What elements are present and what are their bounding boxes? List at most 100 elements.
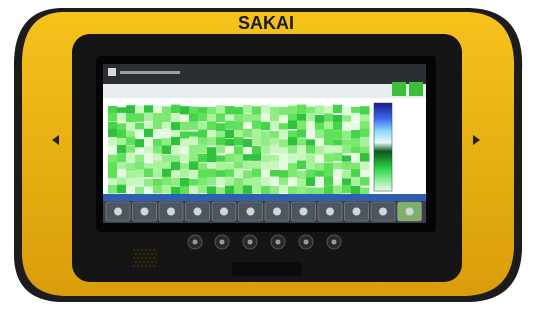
- toolbar-icon: [326, 208, 334, 216]
- compaction-mosaic: [108, 105, 370, 196]
- mosaic-cell: [216, 105, 226, 114]
- mosaic-cell: [333, 145, 343, 154]
- toolbar-icon: [406, 208, 414, 216]
- mosaic-cell: [297, 121, 307, 129]
- mosaic-cell: [333, 105, 343, 114]
- mosaic-cell: [189, 113, 199, 122]
- mosaic-cell: [198, 130, 208, 139]
- mosaic-cell: [306, 145, 316, 154]
- mosaic-cell: [306, 177, 316, 186]
- mosaic-cell: [207, 122, 217, 131]
- speaker-hole: [149, 265, 151, 267]
- mosaic-cell: [198, 113, 208, 122]
- toolbar-icon: [300, 208, 308, 216]
- mosaic-cell: [135, 139, 145, 148]
- mosaic-cell: [279, 139, 289, 148]
- mosaic-cell: [324, 122, 334, 131]
- mosaic-cell: [117, 185, 127, 194]
- mosaic-cell: [153, 146, 163, 155]
- mosaic-cell: [252, 121, 262, 130]
- mosaic-cell: [171, 105, 181, 114]
- mosaic-cell: [171, 162, 181, 171]
- mosaic-cell: [153, 185, 163, 194]
- mosaic-cell: [351, 177, 361, 186]
- title-placeholder: [120, 71, 180, 74]
- mosaic-cell: [252, 137, 262, 146]
- mosaic-cell: [279, 107, 289, 116]
- speaker-hole: [145, 257, 147, 259]
- mosaic-cell: [108, 113, 118, 122]
- mosaic-cell: [144, 129, 154, 138]
- speaker-hole: [147, 253, 149, 255]
- mosaic-cell: [279, 178, 289, 187]
- mosaic-cell: [153, 169, 163, 178]
- mosaic-cell: [207, 169, 217, 178]
- mosaic-cell: [270, 186, 280, 195]
- mosaic-cell: [279, 129, 289, 138]
- mosaic-cell: [207, 114, 217, 123]
- mosaic-cell: [207, 154, 217, 163]
- mosaic-cell: [315, 130, 325, 139]
- mosaic-cell: [234, 169, 244, 178]
- toolbar-icon: [220, 208, 228, 216]
- mosaic-cell: [225, 121, 235, 129]
- mosaic-cell: [216, 162, 226, 171]
- speaker-hole: [141, 257, 143, 259]
- mosaic-cell: [261, 105, 271, 114]
- mosaic-cell: [234, 130, 244, 139]
- mosaic-cell: [342, 161, 352, 170]
- mosaic-cell: [198, 145, 208, 154]
- mosaic-cell: [324, 145, 334, 154]
- mosaic-cell: [171, 146, 181, 155]
- mosaic-cell: [297, 179, 307, 188]
- mosaic-cell: [198, 185, 208, 194]
- hw-button-icon: [304, 240, 309, 245]
- mosaic-cell: [162, 185, 172, 194]
- toolbar-icon: [141, 208, 149, 216]
- toolbar-icon: [194, 208, 202, 216]
- mosaic-cell: [126, 114, 136, 123]
- mosaic-cell: [252, 106, 262, 115]
- speaker-hole: [153, 249, 155, 251]
- mosaic-cell: [108, 171, 118, 180]
- mosaic-cell: [162, 129, 172, 138]
- mosaic-cell: [189, 145, 199, 154]
- mosaic-cell: [216, 177, 226, 186]
- mosaic-cell: [198, 170, 208, 179]
- mosaic-cell: [216, 145, 226, 154]
- mosaic-cell: [270, 121, 280, 130]
- mosaic-cell: [351, 186, 361, 195]
- speaker-hole: [153, 265, 155, 267]
- mosaic-cell: [342, 171, 352, 180]
- mosaic-cell: [234, 146, 244, 155]
- mosaic-cell: [243, 139, 253, 148]
- green-button[interactable]: [392, 82, 406, 96]
- mosaic-cell: [243, 161, 253, 170]
- mosaic-cell: [225, 106, 235, 115]
- mosaic-cell: [252, 146, 262, 155]
- mosaic-cell: [153, 130, 163, 139]
- mosaic-cell: [162, 106, 172, 115]
- speaker-hole: [155, 261, 157, 263]
- mosaic-cell: [288, 169, 298, 178]
- mosaic-cell: [135, 169, 145, 178]
- mosaic-cell: [315, 115, 325, 124]
- legend-bar: [374, 103, 392, 191]
- speaker-hole: [149, 257, 151, 259]
- speaker-hole: [153, 257, 155, 259]
- mosaic-cell: [351, 113, 361, 122]
- mosaic-cell: [351, 169, 361, 178]
- speaker-hole: [133, 257, 135, 259]
- mosaic-cell: [315, 177, 325, 186]
- speaker-hole: [149, 249, 151, 251]
- hw-button-icon: [248, 240, 253, 245]
- mosaic-cell: [324, 169, 334, 178]
- mosaic-cell: [225, 154, 235, 163]
- mosaic-cell: [144, 179, 154, 188]
- green-button[interactable]: [409, 82, 423, 96]
- mosaic-cell: [252, 177, 262, 186]
- mosaic-cell: [315, 138, 325, 147]
- mosaic-cell: [342, 122, 352, 130]
- brand: SAKAI: [238, 13, 294, 33]
- mosaic-cell: [342, 106, 352, 115]
